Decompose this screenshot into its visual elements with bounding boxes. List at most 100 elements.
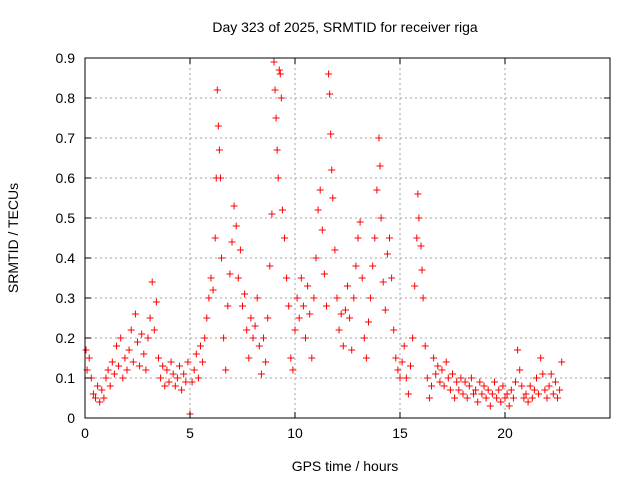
data-point xyxy=(499,382,507,390)
data-point xyxy=(376,162,384,170)
data-point xyxy=(352,262,360,270)
data-point xyxy=(102,374,110,382)
data-point xyxy=(344,282,351,290)
data-point xyxy=(474,398,482,406)
data-point xyxy=(266,262,274,270)
data-point xyxy=(236,246,244,254)
data-point xyxy=(476,378,484,386)
data-point xyxy=(243,326,251,334)
data-point xyxy=(381,306,389,314)
data-point xyxy=(472,386,480,394)
data-point xyxy=(89,390,97,398)
data-point xyxy=(253,294,261,302)
data-point xyxy=(421,342,429,350)
data-point xyxy=(329,194,337,202)
data-points xyxy=(82,58,566,418)
data-point xyxy=(356,218,364,226)
data-point xyxy=(451,394,459,402)
x-axis-label: GPS time / hours xyxy=(292,458,399,474)
data-point xyxy=(228,238,236,246)
data-point xyxy=(155,354,162,362)
data-point xyxy=(110,370,118,378)
data-point xyxy=(96,398,104,406)
data-point xyxy=(289,366,297,374)
grid-lines xyxy=(85,58,610,418)
data-point xyxy=(245,354,253,362)
data-point xyxy=(446,386,454,394)
data-point xyxy=(520,394,528,402)
data-point xyxy=(558,358,566,366)
data-point xyxy=(415,214,423,222)
data-point xyxy=(127,326,135,334)
data-point xyxy=(255,342,263,350)
data-point xyxy=(241,290,249,298)
data-point xyxy=(493,394,501,402)
data-point xyxy=(358,274,366,282)
data-point xyxy=(92,394,99,402)
data-point xyxy=(213,86,221,94)
data-point xyxy=(201,334,209,342)
data-point xyxy=(251,322,259,330)
data-point xyxy=(430,354,438,362)
data-point xyxy=(113,342,120,350)
data-point xyxy=(316,186,324,194)
y-tick-label: 0.8 xyxy=(56,90,76,106)
data-point xyxy=(159,362,167,370)
data-point xyxy=(140,350,148,358)
data-point xyxy=(467,374,475,382)
data-point xyxy=(205,294,213,302)
data-point xyxy=(129,358,137,366)
data-point xyxy=(209,286,217,294)
data-point xyxy=(180,370,188,378)
data-point xyxy=(354,234,362,242)
data-point xyxy=(360,334,368,342)
data-point xyxy=(526,382,534,390)
data-point xyxy=(273,146,281,154)
x-tick-label: 15 xyxy=(392,425,408,441)
data-point xyxy=(386,234,393,242)
data-point xyxy=(138,330,146,338)
data-point xyxy=(226,270,234,278)
data-point xyxy=(375,134,383,142)
data-point xyxy=(232,222,240,230)
chart-title: Day 323 of 2025, SRMTID for receiver rig… xyxy=(212,19,478,35)
data-point xyxy=(528,394,536,402)
data-point xyxy=(463,394,471,402)
data-point xyxy=(428,382,435,390)
data-point xyxy=(390,326,398,334)
data-point xyxy=(497,398,505,406)
data-point xyxy=(275,66,283,74)
y-tick-label: 0.7 xyxy=(56,130,76,146)
data-point xyxy=(383,250,391,258)
data-point xyxy=(262,358,270,366)
data-point xyxy=(203,314,211,322)
data-point xyxy=(270,58,278,66)
data-point xyxy=(535,390,543,398)
data-point xyxy=(488,390,496,398)
data-point xyxy=(388,274,396,282)
data-point xyxy=(402,374,410,382)
data-point xyxy=(486,402,494,410)
data-point xyxy=(418,266,426,274)
data-point xyxy=(551,378,559,386)
y-tick-label: 0.1 xyxy=(56,370,76,386)
data-point xyxy=(178,386,186,394)
data-point xyxy=(333,294,341,302)
data-point xyxy=(220,334,228,342)
data-point xyxy=(268,210,276,218)
data-point xyxy=(331,246,339,254)
data-point xyxy=(287,354,295,362)
data-point xyxy=(115,362,123,370)
data-point xyxy=(308,354,316,362)
data-point xyxy=(414,190,422,198)
data-point xyxy=(165,378,173,386)
data-point xyxy=(278,206,286,214)
data-point xyxy=(507,386,515,394)
data-point xyxy=(257,370,265,378)
data-point xyxy=(327,130,335,138)
data-point xyxy=(148,278,156,286)
data-point xyxy=(377,214,385,222)
data-point xyxy=(197,342,204,350)
data-point xyxy=(171,382,179,390)
data-point xyxy=(163,366,171,374)
